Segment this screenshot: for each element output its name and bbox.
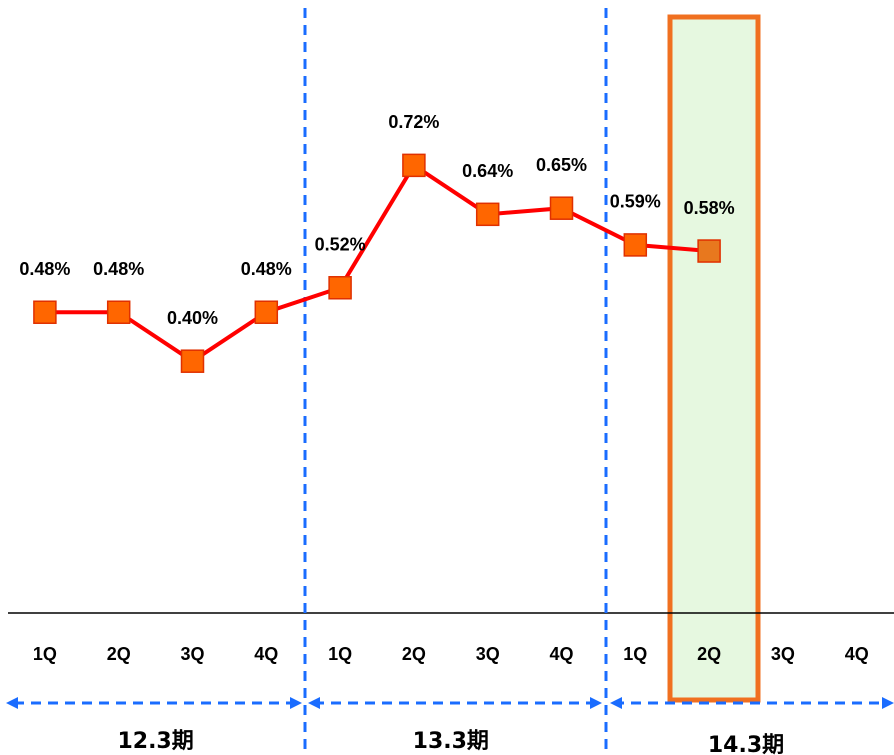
- x-tick-label: 2Q: [107, 644, 131, 664]
- arrow-head: [610, 697, 622, 709]
- x-tick-label: 3Q: [771, 644, 795, 664]
- data-label: 0.48%: [241, 259, 292, 279]
- marker: [106, 300, 131, 324]
- data-label: 0.40%: [167, 308, 218, 328]
- arrow-heads: [6, 697, 894, 709]
- data-label: 0.64%: [462, 161, 513, 181]
- data-label: 0.58%: [684, 198, 735, 218]
- marker: [254, 300, 279, 324]
- marker: [402, 153, 426, 178]
- arrow-head: [6, 697, 18, 709]
- marker: [475, 202, 500, 227]
- x-tick-label: 2Q: [697, 644, 721, 664]
- data-label: 0.65%: [536, 155, 587, 175]
- x-tick-label: 1Q: [623, 644, 647, 664]
- arrow-head: [290, 697, 302, 709]
- highlight-box: [667, 14, 761, 703]
- marker: [33, 300, 57, 324]
- marker: [697, 239, 721, 263]
- x-tick-label: 4Q: [549, 644, 573, 664]
- data-label: 0.72%: [388, 112, 439, 132]
- group-label: 13.3期: [413, 729, 489, 754]
- x-tick-label: 4Q: [845, 644, 869, 664]
- x-tick-label: 3Q: [180, 644, 204, 664]
- series-line: [44, 162, 710, 364]
- data-label: 0.48%: [93, 259, 144, 279]
- marker: [623, 233, 648, 257]
- arrow-head: [882, 697, 894, 709]
- arrow-head: [308, 697, 320, 709]
- arrow-head: [590, 697, 602, 709]
- marker: [549, 196, 574, 220]
- x-tick-label: 4Q: [254, 644, 278, 664]
- group-label: 12.3期: [117, 729, 193, 754]
- marker: [180, 349, 205, 373]
- data-label: 0.48%: [19, 259, 70, 279]
- marker: [328, 276, 352, 300]
- group-label: 14.3期: [708, 733, 784, 755]
- data-label: 0.52%: [315, 235, 366, 255]
- x-tick-label: 2Q: [402, 644, 426, 664]
- data-label: 0.59%: [610, 192, 661, 212]
- x-tick-label: 3Q: [476, 644, 500, 664]
- x-tick-label: 1Q: [33, 644, 57, 664]
- x-tick-label: 1Q: [328, 644, 352, 664]
